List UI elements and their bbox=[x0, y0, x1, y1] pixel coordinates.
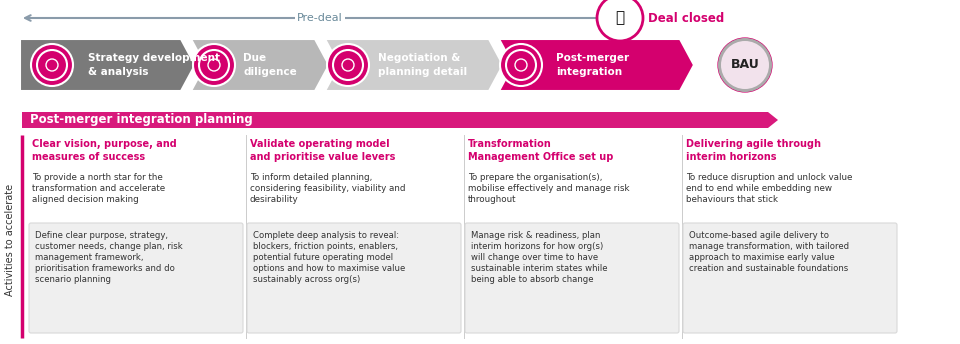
Text: Post-merger
integration: Post-merger integration bbox=[556, 53, 629, 77]
FancyBboxPatch shape bbox=[465, 223, 679, 333]
Text: Define clear purpose, strategy,
customer needs, change plan, risk
management fra: Define clear purpose, strategy, customer… bbox=[35, 231, 182, 284]
Text: Delivering agile through
interim horizons: Delivering agile through interim horizon… bbox=[686, 139, 821, 162]
Text: Clear vision, purpose, and
measures of success: Clear vision, purpose, and measures of s… bbox=[32, 139, 177, 162]
FancyBboxPatch shape bbox=[683, 223, 897, 333]
Text: To inform detailed planning,
considering feasibility, viability and
desirability: To inform detailed planning, considering… bbox=[250, 173, 405, 204]
Text: Activities to accelerate: Activities to accelerate bbox=[5, 184, 15, 296]
Polygon shape bbox=[191, 39, 329, 91]
Polygon shape bbox=[325, 39, 503, 91]
Circle shape bbox=[46, 59, 58, 71]
Text: Negotiation &
planning detail: Negotiation & planning detail bbox=[378, 53, 468, 77]
Circle shape bbox=[327, 44, 369, 86]
Text: Validate operating model
and prioritise value levers: Validate operating model and prioritise … bbox=[250, 139, 396, 162]
Text: BAU: BAU bbox=[731, 58, 759, 72]
Polygon shape bbox=[22, 112, 778, 128]
Circle shape bbox=[208, 59, 220, 71]
Circle shape bbox=[716, 36, 774, 94]
Circle shape bbox=[31, 44, 73, 86]
Text: Pre-deal: Pre-deal bbox=[298, 13, 343, 23]
Polygon shape bbox=[20, 39, 195, 91]
Text: Strategy development
& analysis: Strategy development & analysis bbox=[88, 53, 220, 77]
Circle shape bbox=[597, 0, 643, 41]
Text: To reduce disruption and unlock value
end to end while embedding new
behaviours : To reduce disruption and unlock value en… bbox=[686, 173, 852, 204]
Text: Deal closed: Deal closed bbox=[648, 11, 724, 24]
Polygon shape bbox=[499, 39, 694, 91]
Text: Complete deep analysis to reveal:
blockers, friction points, enablers,
potential: Complete deep analysis to reveal: blocke… bbox=[253, 231, 405, 284]
Circle shape bbox=[600, 0, 640, 38]
Circle shape bbox=[342, 59, 354, 71]
Circle shape bbox=[718, 38, 772, 92]
Text: Transformation
Management Office set up: Transformation Management Office set up bbox=[468, 139, 613, 162]
Text: Outcome-based agile delivery to
manage transformation, with tailored
approach to: Outcome-based agile delivery to manage t… bbox=[689, 231, 850, 273]
Circle shape bbox=[193, 44, 235, 86]
Text: Post-merger integration planning: Post-merger integration planning bbox=[30, 114, 252, 127]
Circle shape bbox=[515, 59, 527, 71]
FancyBboxPatch shape bbox=[247, 223, 461, 333]
Text: To provide a north star for the
transformation and accelerate
aligned decision m: To provide a north star for the transfor… bbox=[32, 173, 165, 204]
Text: Manage risk & readiness, plan
interim horizons for how org(s)
will change over t: Manage risk & readiness, plan interim ho… bbox=[471, 231, 608, 284]
FancyBboxPatch shape bbox=[29, 223, 243, 333]
Circle shape bbox=[500, 44, 542, 86]
Circle shape bbox=[721, 41, 769, 89]
Text: Due
diligence: Due diligence bbox=[243, 53, 297, 77]
Text: To prepare the organisation(s),
mobilise effectively and manage risk
throughout: To prepare the organisation(s), mobilise… bbox=[468, 173, 630, 204]
Text: 🤝: 🤝 bbox=[615, 11, 625, 25]
